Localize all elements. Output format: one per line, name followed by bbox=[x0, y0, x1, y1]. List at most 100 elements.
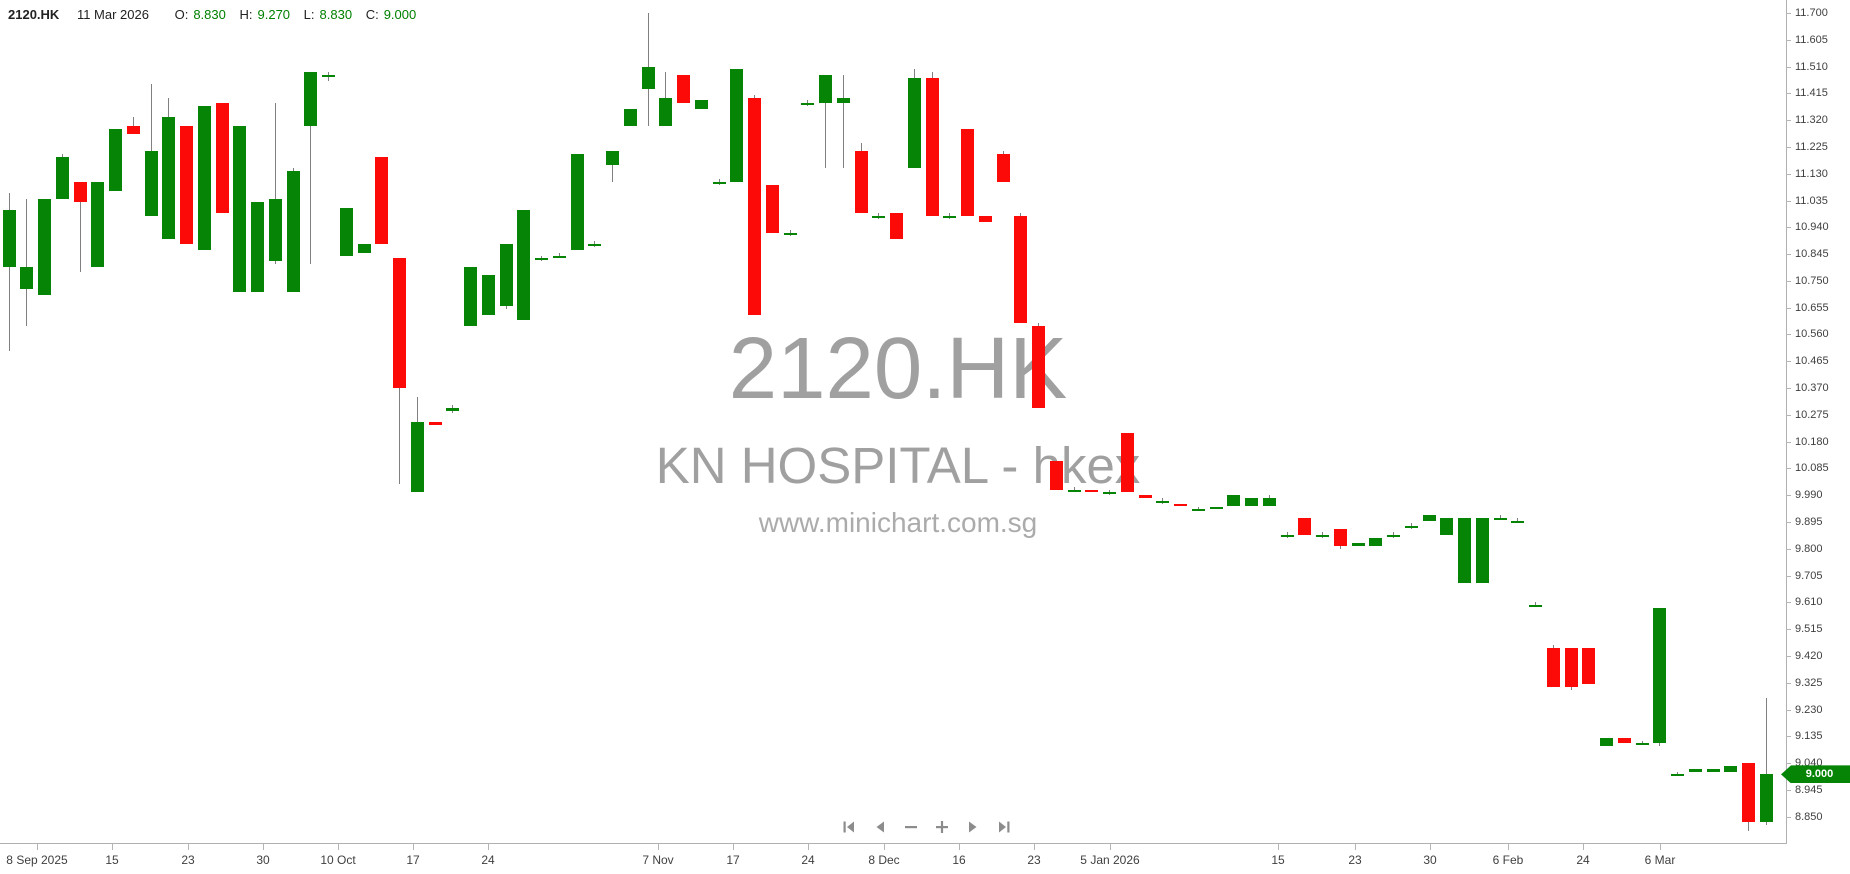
candle-wick bbox=[1765, 698, 1767, 826]
candle-body-up bbox=[623, 108, 637, 126]
x-axis-tick bbox=[959, 844, 960, 850]
high-value: 9.270 bbox=[257, 7, 291, 22]
candle-body-up bbox=[517, 210, 531, 321]
y-axis-label: 9.990 bbox=[1795, 489, 1823, 502]
candle-body-up bbox=[783, 232, 797, 235]
candle-body-up bbox=[268, 199, 282, 262]
candle-body-up bbox=[251, 201, 264, 293]
candle-body-down bbox=[215, 103, 229, 214]
skip-to-start-button[interactable] bbox=[840, 818, 858, 836]
step-back-button[interactable] bbox=[871, 818, 889, 836]
candle-wick bbox=[26, 199, 28, 326]
candle-body-up bbox=[1351, 543, 1365, 546]
step-forward-button[interactable] bbox=[964, 818, 982, 836]
candle-wick bbox=[807, 100, 809, 107]
x-axis-tick bbox=[1660, 844, 1661, 850]
candle-body-down bbox=[1032, 326, 1045, 408]
y-axis-tick bbox=[1786, 254, 1791, 256]
candle-body-down bbox=[996, 154, 1010, 183]
x-axis-label: 16 bbox=[952, 853, 966, 867]
candle-body-up bbox=[1440, 517, 1454, 535]
x-axis-tick bbox=[1583, 844, 1584, 850]
zoom-out-icon bbox=[905, 826, 917, 829]
candle-body-up bbox=[1156, 500, 1170, 503]
x-axis-label: 8 Sep 2025 bbox=[6, 853, 68, 867]
y-axis-label: 9.705 bbox=[1795, 569, 1823, 582]
y-axis-tick bbox=[1786, 120, 1791, 122]
candle-body-up bbox=[1724, 765, 1738, 772]
candle-wick bbox=[274, 103, 276, 264]
skip-to-end-button[interactable] bbox=[995, 818, 1013, 836]
candle-body-up bbox=[1671, 774, 1684, 777]
date-label: 11 Mar 2026 bbox=[76, 7, 149, 22]
y-axis-tick bbox=[1786, 13, 1791, 14]
zoom-in-button[interactable] bbox=[933, 818, 951, 836]
candle-wick bbox=[594, 241, 596, 248]
close-label: C: bbox=[365, 7, 379, 22]
y-axis-tick bbox=[1786, 146, 1791, 148]
skip-to-start-icon bbox=[843, 821, 854, 833]
y-axis-label: 10.750 bbox=[1795, 274, 1829, 287]
candle-body-up bbox=[1245, 498, 1258, 507]
candle-body-up bbox=[1369, 537, 1383, 546]
x-axis-tick bbox=[733, 844, 734, 850]
x-axis-tick bbox=[1278, 844, 1279, 850]
y-axis-tick bbox=[1786, 736, 1791, 738]
candle-body-down bbox=[1617, 737, 1631, 744]
y-axis-tick bbox=[1786, 39, 1791, 41]
candle-body-up bbox=[322, 75, 335, 78]
close-value: 9.000 bbox=[383, 7, 417, 22]
y-axis-tick bbox=[1786, 575, 1791, 577]
chart-toolbar bbox=[840, 818, 1013, 836]
x-axis-label: 24 bbox=[481, 853, 495, 867]
candle-wick bbox=[558, 252, 560, 259]
y-axis-tick bbox=[1786, 93, 1791, 95]
plot-area[interactable] bbox=[0, 0, 1786, 843]
candle-body-down bbox=[1174, 503, 1187, 507]
y-axis-label: 10.370 bbox=[1795, 382, 1829, 395]
candle-body-up bbox=[357, 244, 371, 253]
y-axis-tick bbox=[1786, 602, 1791, 604]
candle-body-up bbox=[907, 77, 921, 169]
last-price-badge-arrow: 9.000 bbox=[1781, 765, 1850, 784]
y-axis-label: 11.605 bbox=[1795, 33, 1828, 46]
candle-body-up bbox=[694, 100, 708, 109]
x-axis-line bbox=[0, 843, 1787, 844]
x-axis-label: 23 bbox=[181, 853, 195, 867]
y-axis-label: 11.130 bbox=[1795, 167, 1828, 180]
candle-body-up bbox=[481, 275, 495, 315]
x-axis-tick bbox=[808, 844, 809, 850]
candle-body-up bbox=[2, 210, 16, 267]
x-axis-label: 10 Oct bbox=[320, 853, 356, 867]
candle-body-up bbox=[1262, 498, 1276, 507]
x-axis-tick bbox=[338, 844, 339, 850]
x-axis-tick bbox=[112, 844, 113, 850]
y-axis-label: 10.465 bbox=[1795, 355, 1829, 368]
candle-body-up bbox=[1387, 534, 1400, 537]
candle-body-up bbox=[162, 117, 176, 239]
candle-body-down bbox=[1564, 647, 1578, 687]
candle-body-up bbox=[1653, 608, 1667, 744]
x-axis-tick bbox=[1508, 844, 1509, 850]
last-price-value: 9.000 bbox=[1805, 768, 1834, 781]
x-axis-tick bbox=[488, 844, 489, 850]
zoom-out-button[interactable] bbox=[902, 818, 920, 836]
y-axis-label: 11.510 bbox=[1795, 60, 1828, 73]
y-axis-tick bbox=[1786, 227, 1791, 229]
candle-body-up bbox=[1475, 517, 1489, 583]
candle-body-up bbox=[801, 103, 815, 106]
candle-body-down bbox=[126, 125, 140, 135]
candle-body-up bbox=[91, 182, 105, 267]
candle-body-up bbox=[197, 106, 211, 250]
candle-body-up bbox=[499, 244, 513, 307]
x-axis-label: 30 bbox=[1423, 853, 1437, 867]
symbol-label: 2120.HK bbox=[8, 7, 60, 22]
x-axis-tick bbox=[1430, 844, 1431, 850]
candle-body-down bbox=[1014, 216, 1028, 324]
candle-wick bbox=[1535, 602, 1536, 606]
candle-body-up bbox=[659, 97, 673, 126]
y-axis-tick bbox=[1786, 816, 1791, 818]
x-axis-label: 24 bbox=[1576, 853, 1590, 867]
x-axis-label: 8 Dec bbox=[868, 853, 900, 867]
y-axis-label: 10.845 bbox=[1795, 248, 1829, 261]
